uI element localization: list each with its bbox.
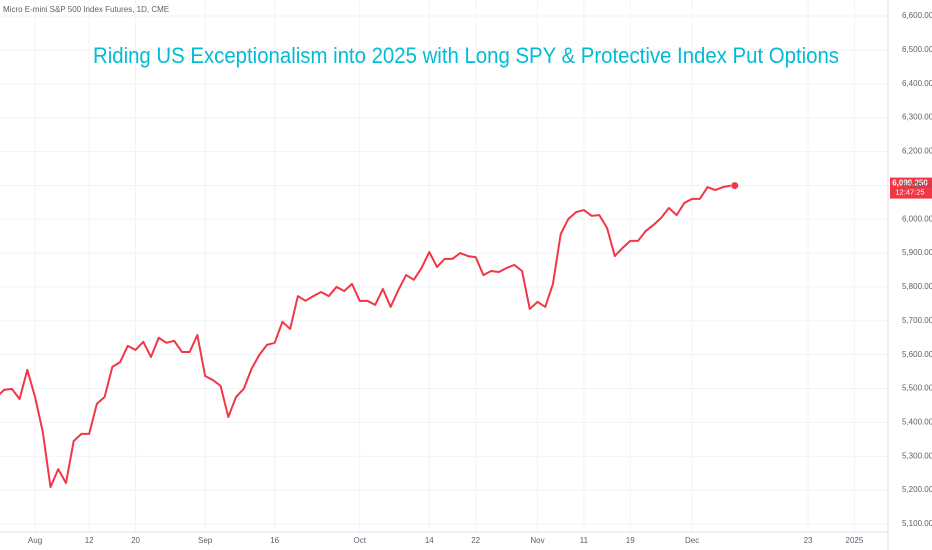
y-tick-label: 6,100.000 xyxy=(902,180,932,189)
x-tick-label: Aug xyxy=(28,536,42,545)
y-tick-label: 5,700.000 xyxy=(902,316,932,325)
x-tick-label: 11 xyxy=(580,536,589,545)
x-tick-label: 12 xyxy=(85,536,94,545)
last-price-label: 6,099.250 xyxy=(892,179,928,188)
y-tick-label: 6,600.000 xyxy=(902,11,932,20)
x-tick-label: 20 xyxy=(131,536,140,545)
x-tick-label: 23 xyxy=(804,536,813,545)
chart-title: Riding US Exceptionalism into 2025 with … xyxy=(93,43,839,68)
grid xyxy=(0,0,888,532)
y-tick-label: 5,300.000 xyxy=(902,451,932,460)
chart-subtitle: Micro E-mini S&P 500 Index Futures, 1D, … xyxy=(3,5,169,14)
y-tick-label: 5,600.000 xyxy=(902,350,932,359)
x-tick-label: 2025 xyxy=(846,536,864,545)
x-tick-label: 14 xyxy=(425,536,434,545)
x-tick-label: 19 xyxy=(626,536,635,545)
y-tick-label: 5,200.000 xyxy=(902,485,932,494)
y-tick-label: 5,100.000 xyxy=(902,519,932,528)
y-tick-label: 6,400.000 xyxy=(902,79,932,88)
price-line xyxy=(0,184,731,489)
countdown: 12:47:25 xyxy=(895,188,924,197)
y-tick-label: 6,200.000 xyxy=(902,147,932,156)
y-tick-label: 5,900.000 xyxy=(902,248,932,257)
last-price-dot xyxy=(731,182,739,190)
last-price-tag xyxy=(890,177,932,199)
y-tick-label: 5,800.000 xyxy=(902,282,932,291)
y-tick-label: 6,300.000 xyxy=(902,113,932,122)
y-tick-label: 6,000.000 xyxy=(902,214,932,223)
y-tick-label: 5,400.000 xyxy=(902,418,932,427)
x-tick-label: 16 xyxy=(270,536,279,545)
x-tick-label: 22 xyxy=(471,536,480,545)
y-tick-label: 5,500.000 xyxy=(902,384,932,393)
x-tick-label: Nov xyxy=(530,536,544,545)
x-tick-label: Oct xyxy=(353,536,366,545)
x-tick-label: Dec xyxy=(685,536,699,545)
y-tick-label: 6,500.000 xyxy=(902,45,932,54)
x-tick-label: Sep xyxy=(198,536,213,545)
